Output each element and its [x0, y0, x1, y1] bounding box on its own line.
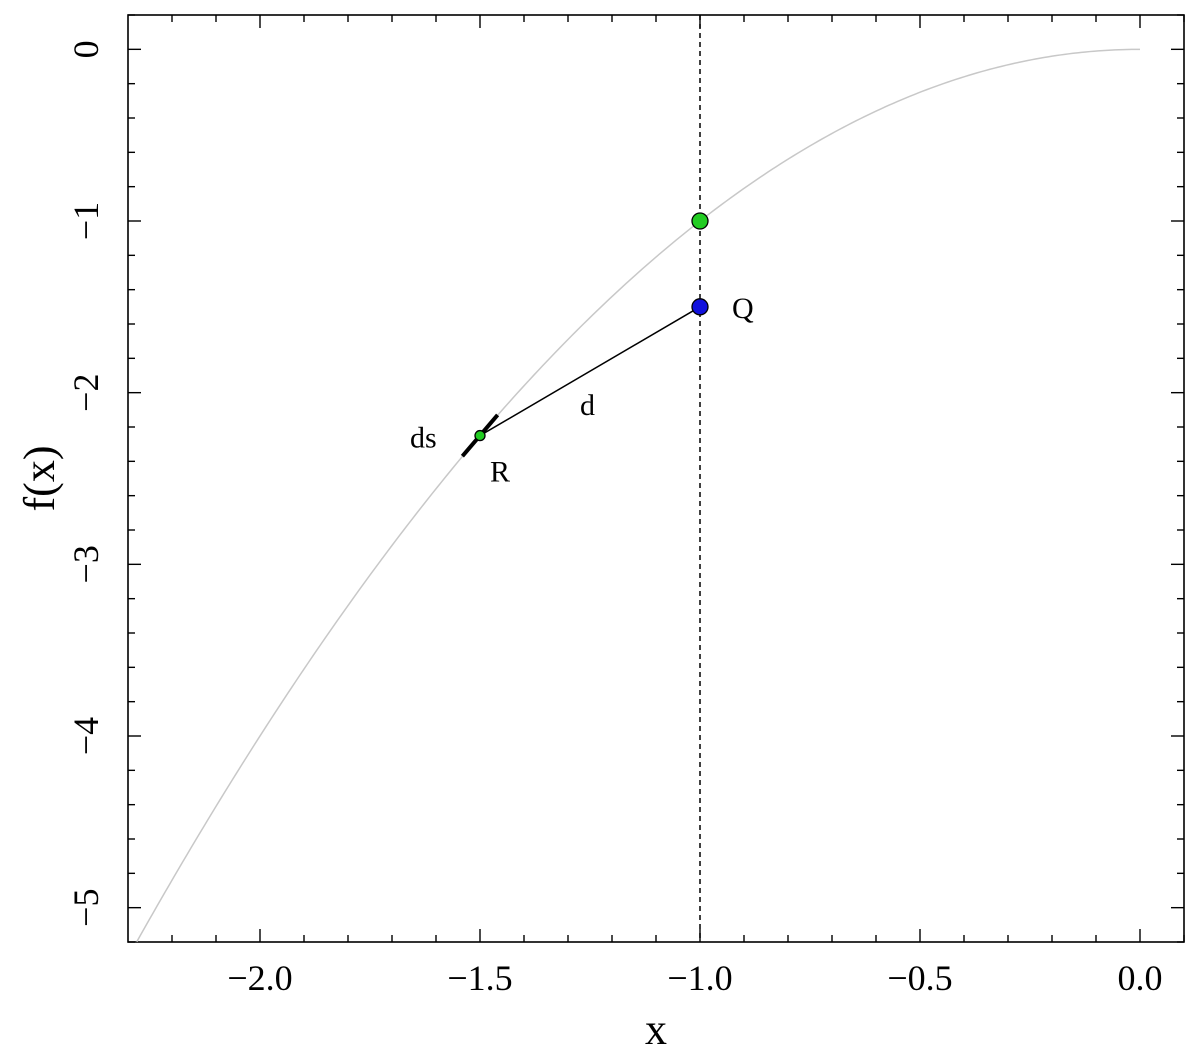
y-tick-label: 0 — [66, 40, 106, 58]
y-tick-label: −1 — [66, 202, 106, 240]
x-tick-label: −2.0 — [227, 958, 292, 998]
point-curve — [691, 212, 709, 230]
y-tick-label: −2 — [66, 374, 106, 412]
x-axis-label: x — [645, 1005, 667, 1052]
points — [474, 212, 709, 442]
y-tick-label: −5 — [66, 889, 106, 927]
label-d: d — [580, 389, 595, 422]
tick-labels: −2.0 −1.5 −1.0 −0.5 0.0 0 −1 −2 −3 −4 −5 — [66, 40, 1163, 998]
y-tick-label: −3 — [66, 545, 106, 583]
segment-d — [479, 306, 701, 437]
point-r — [474, 429, 486, 442]
label-r: R — [490, 456, 510, 489]
x-tick-label: 0.0 — [1118, 958, 1163, 998]
y-axis-label: f(x) — [15, 446, 64, 512]
label-ds: ds — [410, 422, 437, 455]
x-tick-label: −1.5 — [447, 958, 512, 998]
y-tick-label: −4 — [66, 717, 106, 755]
label-q: Q — [732, 292, 754, 325]
x-tick-label: −0.5 — [887, 958, 952, 998]
x-tick-label: −1.0 — [667, 958, 732, 998]
point-q — [691, 298, 709, 316]
plot-frame — [127, 14, 1185, 943]
ticks — [128, 14, 1185, 943]
curve-line — [136, 48, 1141, 943]
